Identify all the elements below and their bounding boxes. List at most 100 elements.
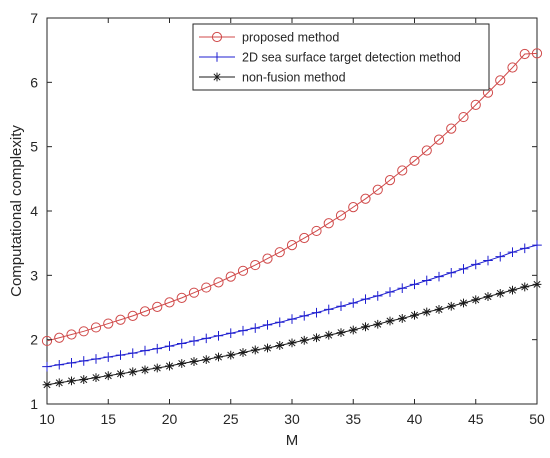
data-point (250, 259, 261, 271)
data-point (410, 310, 419, 320)
data-point (421, 275, 432, 286)
x-tick-label: 25 (223, 411, 239, 427)
data-point (66, 329, 77, 340)
data-point (287, 314, 297, 324)
data-point (54, 359, 65, 370)
y-tick-label: 3 (30, 267, 38, 283)
data-point (324, 330, 334, 340)
legend-label: 2D sea surface target detection method (242, 51, 461, 65)
data-point (471, 295, 481, 305)
data-point (262, 253, 273, 264)
data-point (116, 369, 125, 379)
data-point (152, 301, 163, 312)
data-point (189, 357, 199, 366)
data-point (78, 356, 89, 366)
data-point (91, 354, 101, 364)
x-axis-title: M (286, 432, 299, 449)
data-point (299, 311, 310, 321)
data-point (54, 332, 65, 343)
data-point (103, 318, 114, 329)
y-tick-label: 7 (30, 10, 38, 26)
data-point (470, 259, 481, 270)
data-point (250, 323, 261, 333)
y-tick-label: 5 (30, 139, 38, 155)
data-point (188, 287, 200, 298)
data-point (397, 283, 408, 293)
data-point (458, 111, 469, 123)
data-point (275, 341, 285, 350)
data-point (299, 232, 310, 244)
data-point (372, 184, 383, 195)
data-point (152, 343, 163, 354)
data-point (238, 348, 248, 357)
data-point (483, 255, 493, 266)
data-point (348, 202, 359, 213)
data-point (495, 288, 505, 298)
y-tick-label: 6 (30, 74, 38, 90)
data-point (434, 271, 444, 282)
data-point (225, 328, 236, 339)
legend: proposed method 2D sea surface target det… (192, 23, 490, 91)
data-point (384, 175, 396, 186)
data-point (66, 358, 77, 368)
data-point (225, 271, 236, 282)
data-point (470, 99, 481, 110)
data-point (458, 264, 469, 274)
data-point (385, 316, 395, 326)
data-point (262, 320, 273, 330)
data-point (531, 48, 543, 59)
data-point (140, 345, 150, 356)
data-point (287, 338, 297, 348)
data-point (79, 375, 89, 384)
data-point (446, 301, 456, 311)
data-point (140, 365, 150, 375)
data-point (214, 352, 223, 362)
data-point (360, 193, 371, 204)
series-layer (41, 48, 543, 390)
data-point (115, 314, 126, 325)
x-tick-label: 45 (468, 411, 484, 427)
y-tick-label: 1 (30, 396, 38, 412)
data-point (519, 243, 530, 254)
data-point (213, 331, 224, 341)
data-point (311, 307, 322, 318)
data-point (532, 279, 542, 289)
data-point (519, 48, 530, 60)
y-tick-label: 2 (30, 332, 38, 348)
series-1 (41, 48, 543, 347)
data-point (176, 292, 187, 303)
x-tick-label: 20 (162, 411, 178, 427)
legend-label: proposed method (242, 31, 339, 45)
data-point (201, 355, 211, 365)
data-point (139, 306, 151, 317)
data-point (213, 277, 224, 288)
data-point (434, 305, 444, 314)
legend-marker (212, 72, 222, 82)
legend-label: non-fusion method (242, 71, 346, 85)
data-point (67, 376, 76, 386)
data-point (41, 335, 53, 347)
data-point (299, 335, 309, 345)
data-point (103, 371, 113, 381)
data-point (189, 336, 199, 346)
data-point (532, 240, 542, 250)
data-point (336, 301, 346, 312)
data-point (397, 165, 408, 176)
y-tick-label: 4 (30, 203, 38, 219)
x-tick-label: 35 (345, 411, 361, 427)
data-point (335, 210, 347, 221)
data-point (495, 75, 506, 86)
data-point (152, 363, 162, 373)
x-tick-label: 40 (407, 411, 423, 427)
data-point (520, 282, 530, 292)
data-point (165, 361, 174, 371)
data-point (127, 310, 138, 321)
data-point (201, 282, 212, 293)
data-point (433, 134, 445, 145)
data-point (323, 304, 334, 315)
data-point (250, 345, 260, 355)
data-point (323, 218, 334, 229)
data-point (176, 338, 187, 349)
data-point (446, 123, 457, 134)
